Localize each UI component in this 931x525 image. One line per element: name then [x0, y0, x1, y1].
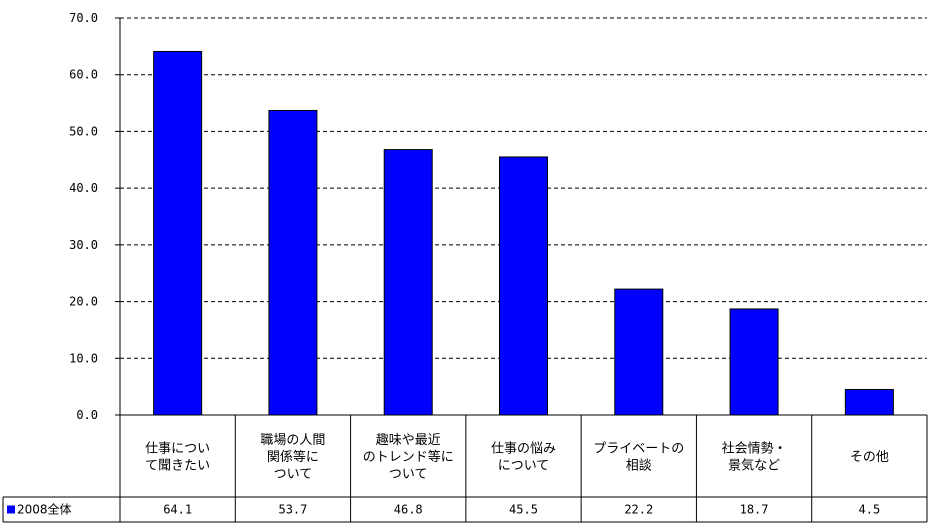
gridlines — [119, 17, 927, 415]
category-label: について — [498, 459, 550, 474]
category-label: 仕事の悩み — [491, 442, 556, 457]
y-tick-label: 10.0 — [69, 351, 98, 365]
category-label: 趣味や最近 — [376, 433, 441, 448]
bars — [153, 50, 894, 416]
y-tick-label: 60.0 — [69, 68, 98, 82]
category-label: 相談 — [626, 458, 652, 474]
data-label: 45.5 — [509, 503, 538, 517]
category-label: プライベートの — [593, 442, 684, 457]
data-label: 18.7 — [740, 503, 769, 517]
y-tick-label: 20.0 — [69, 295, 98, 309]
category-label: 関係等に — [267, 449, 319, 465]
category-label: 景気など — [728, 458, 780, 474]
y-tick-label: 70.0 — [69, 11, 98, 25]
bar — [268, 109, 318, 416]
bar — [499, 156, 548, 416]
data-table: 仕事について聞きたい職場の人間関係等について趣味や最近のトレンド等について仕事の… — [2, 414, 928, 523]
data-label: 53.7 — [278, 503, 307, 517]
category-label: て聞きたい — [145, 459, 210, 474]
bar — [383, 149, 433, 416]
bar — [844, 388, 894, 416]
bar — [614, 288, 664, 416]
category-label: ついて — [389, 467, 428, 482]
legend-label: 2008全体 — [17, 502, 72, 517]
bar — [729, 308, 779, 416]
y-tick-label: 40.0 — [69, 181, 98, 195]
data-label: 46.8 — [394, 503, 423, 517]
category-label: 仕事につい — [145, 442, 210, 457]
category-label: その他 — [850, 450, 889, 465]
y-tick-label: 30.0 — [69, 238, 98, 252]
category-label: のトレンド等に — [363, 449, 454, 465]
data-label: 22.2 — [624, 503, 653, 517]
data-label: 64.1 — [163, 503, 192, 517]
y-tick-label: 0.0 — [76, 408, 98, 422]
legend-swatch — [7, 505, 15, 514]
bar — [153, 50, 203, 416]
category-label: 社会情勢・ — [722, 441, 787, 457]
y-tick-label: 50.0 — [69, 124, 98, 138]
category-label: 職場の人間 — [260, 433, 325, 448]
data-label: 4.5 — [859, 503, 881, 517]
y-axis-ticks: 0.0 10.0 20.0 30.0 40.0 50.0 60.0 70.0 — [69, 11, 120, 422]
category-label: ついて — [274, 467, 313, 482]
